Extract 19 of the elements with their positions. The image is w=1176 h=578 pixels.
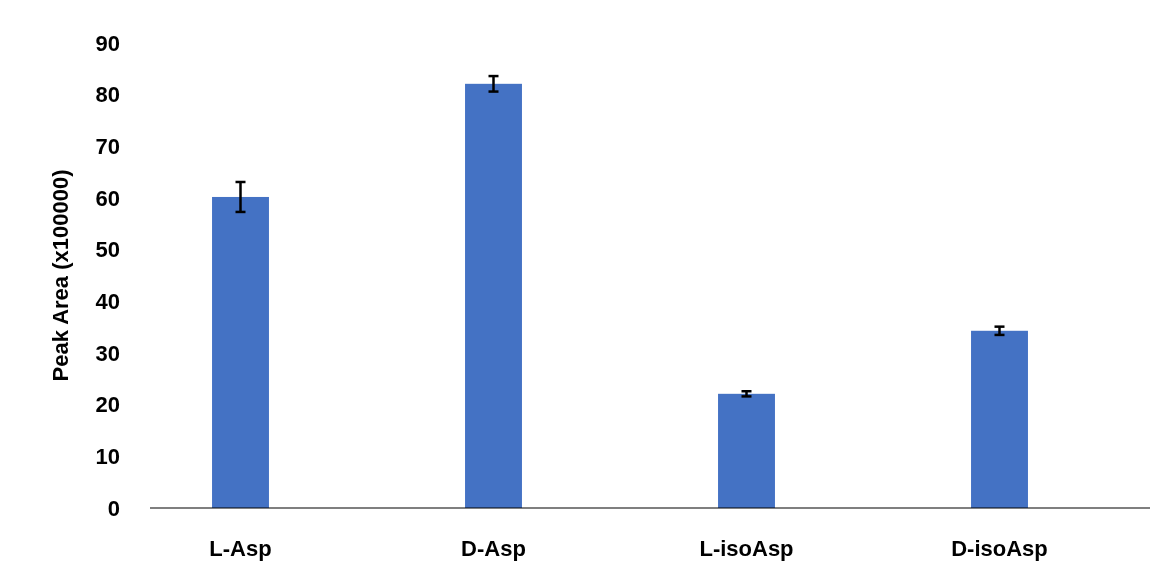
- bar: [212, 196, 269, 508]
- y-tick-label: 70: [95, 134, 120, 160]
- x-tick-label: L-Asp: [209, 536, 272, 561]
- y-tick-label: 10: [95, 444, 120, 470]
- y-tick-label: 0: [107, 495, 120, 521]
- y-tick-label: 90: [95, 30, 120, 56]
- y-axis-title: Peak Area (x100000): [48, 169, 73, 382]
- y-tick-label: 50: [95, 237, 120, 263]
- y-tick-label: 30: [95, 340, 120, 366]
- y-tick-label: 80: [95, 82, 120, 108]
- y-tick-label: 20: [95, 392, 120, 418]
- y-tick-label: 60: [95, 185, 120, 211]
- x-tick-label: L-isoAsp: [699, 536, 794, 561]
- y-tick-label: 40: [95, 289, 120, 315]
- bar: [971, 330, 1028, 508]
- bar: [465, 83, 522, 508]
- x-tick-label: D-isoAsp: [951, 536, 1048, 561]
- x-tick-label: D-Asp: [461, 536, 526, 561]
- bar: [718, 393, 775, 508]
